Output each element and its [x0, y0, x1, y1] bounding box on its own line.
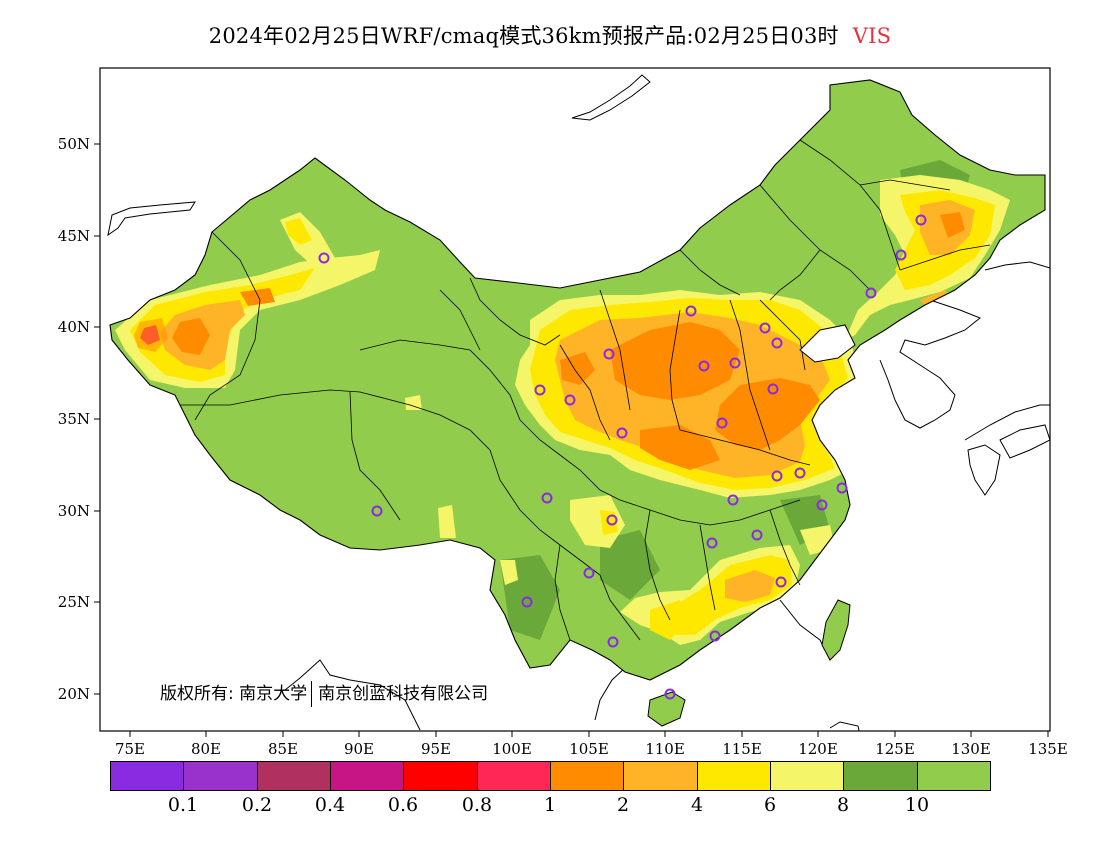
lat-label-35n: 35N — [58, 410, 90, 428]
copyright-notice: 版权所有: 南京大学 南京创蓝科技有限公司 — [160, 679, 488, 707]
station-marker — [759, 322, 771, 334]
legend-label: 8 — [836, 794, 850, 816]
station-marker — [706, 537, 718, 549]
station-marker — [685, 305, 697, 317]
legend-label: 0.2 — [241, 794, 273, 816]
variable-label: VIS — [852, 24, 892, 48]
station-marker — [616, 427, 628, 439]
station-markers — [318, 214, 927, 700]
station-marker — [534, 384, 546, 396]
lon-label-95e: 95E — [421, 740, 451, 758]
lon-label-110e: 110E — [645, 740, 685, 758]
legend-swatch — [696, 761, 771, 791]
lat-label-40n: 40N — [58, 318, 90, 336]
lat-label-20n: 20N — [58, 685, 90, 703]
station-marker — [865, 287, 877, 299]
lon-label-80e: 80E — [191, 740, 221, 758]
legend-swatch — [623, 761, 698, 791]
legend-swatch — [916, 761, 991, 791]
station-marker — [767, 383, 779, 395]
legend-swatch — [476, 761, 551, 791]
legend-swatch — [183, 761, 258, 791]
map-title: 2024年02月25日WRF/cmaq模式36km预报产品:02月25日03时 V… — [0, 20, 1100, 50]
lon-label-120e: 120E — [798, 740, 838, 758]
lat-label-30n: 30N — [58, 502, 90, 520]
lon-label-135e: 135E — [1028, 740, 1068, 758]
neighbour-coastlines — [107, 74, 1050, 731]
station-marker — [816, 499, 828, 511]
station-marker — [606, 514, 618, 526]
bohai-bay — [799, 324, 856, 363]
station-marker — [318, 252, 330, 264]
legend-swatch — [843, 761, 918, 791]
lon-label-90e: 90E — [344, 740, 374, 758]
legend-label: 1 — [543, 794, 557, 816]
legend-labels: 0.1 0.2 0.4 0.6 0.8 1 2 4 6 8 10 — [110, 794, 990, 818]
station-marker — [915, 214, 927, 226]
legend-label: 0.6 — [387, 794, 419, 816]
lon-label-75e: 75E — [115, 740, 145, 758]
copyright-separator — [311, 681, 313, 707]
station-marker — [521, 596, 533, 608]
station-marker — [727, 494, 739, 506]
lon-label-125e: 125E — [875, 740, 915, 758]
lon-label-105e: 105E — [569, 740, 609, 758]
station-marker — [729, 357, 741, 369]
title-text: 2024年02月25日WRF/cmaq模式36km预报产品:02月25日03时 — [208, 24, 839, 48]
station-marker — [751, 529, 763, 541]
station-marker — [794, 467, 806, 479]
station-marker — [607, 636, 619, 648]
lat-label-25n: 25N — [58, 593, 90, 611]
station-marker — [716, 417, 728, 429]
station-marker — [771, 470, 783, 482]
station-marker — [564, 394, 576, 406]
legend-label: 0.4 — [314, 794, 346, 816]
station-marker — [895, 249, 907, 261]
station-marker — [775, 576, 787, 588]
longitude-axis — [129, 731, 1049, 737]
legend-swatch — [549, 761, 625, 791]
legend-swatch — [256, 761, 331, 791]
legend-label: 0.1 — [167, 794, 199, 816]
latitude-axis — [94, 143, 100, 695]
station-marker — [541, 492, 553, 504]
province-boundaries — [180, 139, 991, 641]
legend-label: 10 — [904, 794, 930, 816]
legend-label: 6 — [763, 794, 777, 816]
station-marker — [664, 688, 676, 700]
lon-label-115e: 115E — [722, 740, 762, 758]
hainan-island — [647, 691, 686, 727]
lat-label-45n: 45N — [58, 227, 90, 245]
lat-label-50n: 50N — [58, 135, 90, 153]
legend-swatch — [329, 761, 405, 791]
station-marker — [836, 482, 848, 494]
legend-swatch — [769, 761, 845, 791]
legend-swatch — [110, 761, 185, 791]
station-marker — [709, 630, 721, 642]
station-marker — [603, 348, 615, 360]
lon-label-100e: 100E — [492, 740, 532, 758]
lon-label-130e: 130E — [951, 740, 991, 758]
legend-swatch — [403, 761, 478, 791]
legend-label: 4 — [690, 794, 704, 816]
legend-label: 0.8 — [461, 794, 493, 816]
copyright-company: 南京创蓝科技有限公司 — [318, 684, 489, 704]
station-marker — [371, 505, 383, 517]
color-legend — [110, 761, 991, 791]
station-marker — [771, 337, 783, 349]
copyright-owner: 版权所有: 南京大学 — [160, 684, 308, 704]
station-marker — [698, 360, 710, 372]
legend-label: 2 — [616, 794, 630, 816]
lon-label-85e: 85E — [268, 740, 298, 758]
map-frame — [99, 67, 1051, 732]
station-marker — [583, 567, 595, 579]
taiwan-island — [821, 599, 851, 661]
